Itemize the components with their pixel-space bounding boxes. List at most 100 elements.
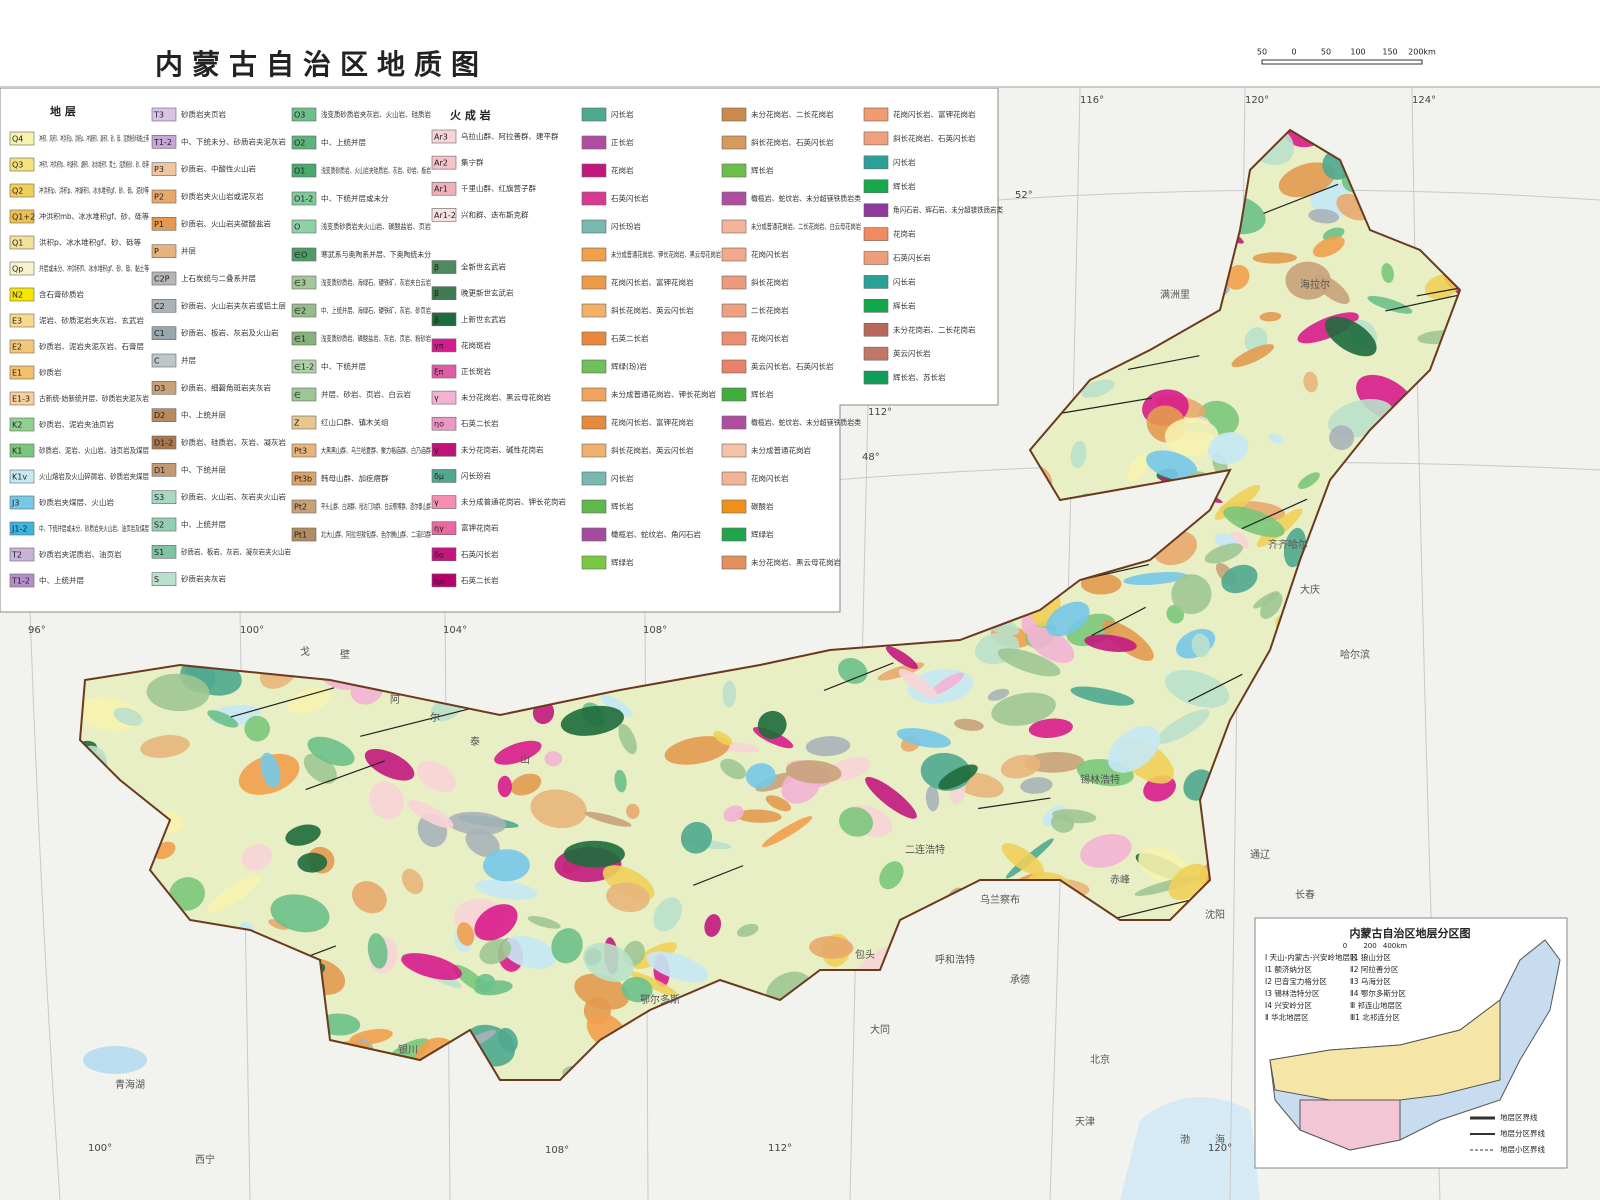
legend-swatch — [151, 244, 177, 258]
legend-swatch — [721, 471, 747, 486]
legend-swatch — [151, 326, 177, 340]
legend-text: 花岗闪长岩、富钾花岗岩 — [611, 277, 694, 287]
place-name: 锡林浩特 — [1080, 773, 1120, 786]
legend-text: 平头山群、白湖群、哈达门沟群、白云鄂博群、渣尔泰山群 — [321, 501, 431, 511]
place-name: 二连浩特 — [905, 843, 945, 856]
legend-swatch — [431, 260, 457, 274]
legend-swatch — [863, 275, 889, 289]
legend-text: 砂质岩夹煤层、火山岩 — [39, 497, 114, 507]
legend-swatch — [151, 381, 177, 395]
geologic-unit — [1308, 208, 1340, 224]
geologic-unit — [1268, 433, 1284, 444]
legend-swatch — [431, 129, 457, 144]
graticule-label: 120° — [1208, 1143, 1232, 1154]
legend-swatch — [581, 387, 607, 402]
inset-item: Ⅱ2 阿拉善分区 — [1350, 964, 1399, 974]
legend-code: ∈1 — [294, 335, 306, 344]
geologic-unit — [1223, 506, 1285, 538]
geologic-unit — [1259, 311, 1282, 322]
legend-swatch — [151, 435, 177, 450]
legend-code: Pt3 — [294, 447, 307, 456]
inset-map: 内蒙古自治区地层分区图 0 200 400km Ⅰ 天山-内蒙古-兴安岭地层区 Ⅰ1 额… — [1254, 917, 1568, 1169]
geologic-unit — [938, 764, 978, 790]
legend-swatch — [581, 135, 607, 150]
fault-line — [230, 687, 335, 718]
place-name: 银川 — [398, 1043, 418, 1056]
legend-text: 浅变质砂质岩、磷酸盐岩、灰岩、页岩、粉砂岩 — [321, 333, 431, 343]
legend-code: O2 — [294, 139, 305, 148]
fault-line — [1241, 498, 1308, 530]
legend-code: δο — [434, 550, 444, 559]
legend-swatch — [721, 359, 747, 374]
legend-code: E1 — [12, 369, 22, 378]
geologic-unit — [885, 646, 918, 670]
legend-text: 砂质岩 — [39, 367, 62, 377]
legend-code: δμ — [434, 472, 444, 481]
graticule-label: 100° — [240, 625, 264, 636]
place-name: 鄂尔多斯 — [640, 993, 680, 1006]
legend-code: S — [154, 575, 159, 584]
geologic-unit — [583, 942, 634, 982]
legend-code: K1v — [12, 473, 27, 482]
legend-swatch — [9, 261, 35, 276]
legend-text: 冲洪积p、洪积p、冲湖积l、冰水堆积gf、砂、砾、泥砂等 — [39, 185, 149, 195]
inset-title: 内蒙古自治区地层分区图 — [1350, 926, 1471, 940]
place-name: 戈 — [300, 645, 310, 658]
geologic-unit — [285, 824, 321, 846]
legend-code: Q3 — [12, 161, 23, 170]
geologic-unit — [805, 736, 851, 757]
legend-code: J3 — [11, 499, 19, 508]
inset-item: Ⅱ 华北地层区 — [1265, 1012, 1309, 1022]
place-name: 通辽 — [1250, 849, 1270, 861]
legend-text: 碳酸岩 — [751, 501, 774, 511]
legend-swatch — [721, 415, 747, 430]
geologic-unit — [809, 936, 854, 959]
place-name: 壁 — [340, 648, 350, 661]
geologic-unit — [614, 769, 627, 793]
fault-line — [1127, 355, 1200, 371]
legend-text: 中、下统未分、砂质岩夹泥灰岩 — [181, 136, 286, 146]
inset-item: Ⅲ1 北祁连分区 — [1350, 1012, 1400, 1022]
legend-code: C — [154, 357, 160, 366]
legend-swatch — [581, 247, 607, 262]
geologic-unit — [838, 658, 868, 684]
geologic-unit — [618, 723, 637, 755]
legend-swatch — [581, 555, 607, 570]
legend-swatch — [581, 163, 607, 178]
legend-swatch — [431, 547, 457, 562]
legend-text: 砂质岩、火山岩、灰岩夹火山岩 — [181, 492, 286, 502]
legend-text: 并层 — [181, 355, 196, 365]
legend-code: O1-2 — [294, 195, 313, 204]
legend-text: 石英二长岩 — [461, 418, 499, 428]
legend-swatch — [863, 107, 889, 122]
geologic-unit — [1325, 316, 1377, 357]
inset-scale-label: 200 — [1363, 942, 1376, 950]
geologic-unit — [606, 882, 650, 913]
legend-swatch — [151, 299, 177, 313]
legend-text: 砂质岩、中酸性火山岩 — [181, 164, 256, 174]
legend-text: 未分成普通花岗岩 — [751, 445, 811, 455]
legend-text: 斜长花岗岩、石英闪长岩 — [893, 133, 976, 143]
legend-text: 并层、砂岩、页岩、白云岩 — [321, 389, 411, 399]
legend-text: 闪长玢岩 — [611, 221, 641, 231]
legend-code: T2 — [11, 551, 22, 560]
legend-text: 千里山群、红旗营子群 — [461, 183, 536, 193]
legend-text: 闪长岩 — [893, 157, 916, 167]
geologic-unit — [898, 669, 938, 698]
legend-code: O — [294, 223, 300, 232]
geologic-unit — [1252, 252, 1298, 264]
legend-swatch — [581, 275, 607, 290]
geologic-unit — [1204, 543, 1243, 564]
fault-line — [1188, 673, 1243, 703]
legend-swatch — [721, 303, 747, 318]
geologic-unit — [1303, 371, 1318, 393]
legend-code: P — [154, 247, 159, 256]
place-name: 泰 — [470, 735, 480, 748]
legend-text: 辉长岩 — [751, 389, 774, 399]
fault-line — [1416, 278, 1460, 297]
geologic-unit — [765, 795, 792, 812]
legend-swatch — [9, 391, 35, 406]
legend-code: E1-3 — [12, 395, 30, 404]
